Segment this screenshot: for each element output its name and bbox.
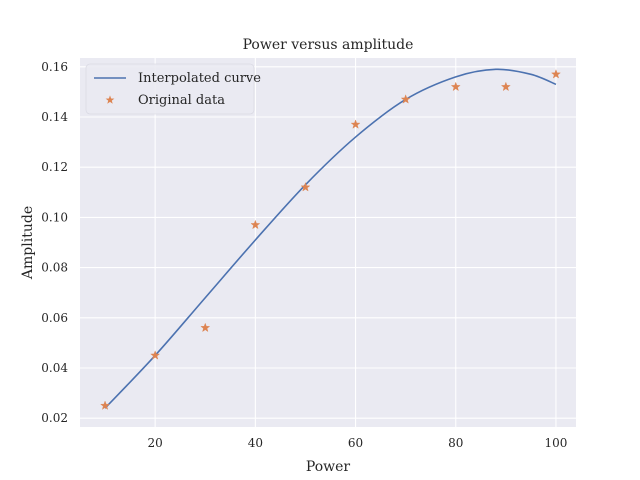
y-tick-label: 0.04: [41, 361, 68, 375]
legend-label-original: Original data: [138, 93, 225, 108]
legend-box: [85, 63, 255, 115]
original-data-point: [450, 81, 461, 92]
y-tick-label: 0.08: [41, 261, 68, 275]
y-tick-label: 0.10: [41, 210, 68, 224]
y-tick-label: 0.12: [41, 160, 68, 174]
original-data-point: [350, 119, 361, 129]
original-data-point: [300, 182, 311, 192]
y-tick-label: 0.14: [41, 110, 68, 124]
original-data-point: [200, 322, 211, 333]
original-data-point: [100, 400, 110, 410]
original-data-point: [150, 350, 161, 360]
y-tick-label: 0.02: [41, 411, 68, 425]
y-tick-label: 0.16: [41, 60, 68, 74]
x-axis-label: Power: [306, 459, 351, 475]
tick-labels: 20 40 60 80 100 0.02 0.04 0.06 0.08 0.10 0.12 0.14 0…: [41, 60, 567, 450]
original-data-point: [400, 94, 411, 104]
x-tick-label: 40: [248, 436, 263, 450]
original-data-point: [551, 69, 561, 79]
legend: Interpolated curve Original data: [85, 63, 261, 115]
y-tick-label: 0.06: [41, 311, 68, 325]
x-tick-label: 100: [545, 436, 568, 450]
legend-star-icon: [105, 95, 115, 104]
x-tick-label: 60: [348, 436, 363, 450]
x-tick-label: 20: [148, 436, 163, 450]
x-tick-label: 80: [448, 436, 463, 450]
interpolated-curve-line: [104, 68, 557, 409]
plot-area: [80, 58, 576, 427]
original-data-point: [250, 219, 261, 230]
y-axis-label: Amplitude: [20, 206, 36, 280]
chart-title: Power versus amplitude: [243, 37, 414, 53]
legend-label-interpolated: Interpolated curve: [138, 71, 261, 86]
series-layer: [100, 68, 561, 410]
original-data-point: [500, 81, 511, 92]
